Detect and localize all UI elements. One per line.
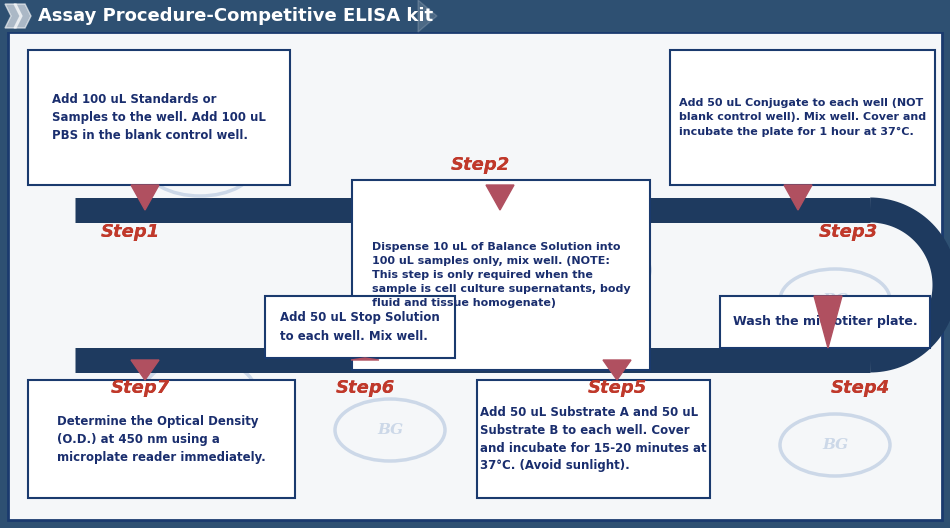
Text: Step5: Step5 (587, 379, 647, 397)
Polygon shape (5, 4, 22, 28)
Text: Step4: Step4 (830, 379, 889, 397)
FancyBboxPatch shape (670, 50, 935, 185)
Polygon shape (131, 360, 159, 380)
Text: Add 50 uL Stop Solution
to each well. Mix well.: Add 50 uL Stop Solution to each well. Mi… (280, 312, 440, 343)
FancyBboxPatch shape (720, 296, 930, 348)
Text: Step2: Step2 (450, 156, 509, 174)
Text: Step6: Step6 (335, 379, 394, 397)
Text: Step7: Step7 (110, 379, 170, 397)
FancyBboxPatch shape (8, 32, 942, 520)
Polygon shape (418, 0, 437, 32)
Polygon shape (14, 4, 31, 28)
Text: BG: BG (582, 428, 608, 442)
Text: Add 100 uL Standards or
Samples to the well. Add 100 uL
PBS in the blank control: Add 100 uL Standards or Samples to the w… (52, 93, 266, 142)
Text: Wash the microtiter plate.: Wash the microtiter plate. (732, 316, 918, 328)
Text: BG: BG (582, 263, 608, 277)
FancyBboxPatch shape (28, 50, 290, 185)
FancyBboxPatch shape (352, 180, 650, 370)
Polygon shape (784, 185, 812, 210)
Text: BG: BG (187, 158, 213, 172)
Polygon shape (486, 185, 514, 210)
Polygon shape (814, 296, 842, 348)
Text: BG: BG (377, 423, 403, 437)
Text: Assay Procedure-Competitive ELISA kit: Assay Procedure-Competitive ELISA kit (38, 7, 433, 25)
Text: Step2: Step2 (450, 156, 509, 174)
Text: Step6: Step6 (335, 379, 394, 397)
Text: Step3: Step3 (818, 223, 878, 241)
Text: Step7: Step7 (110, 379, 170, 397)
Text: BG: BG (822, 438, 848, 452)
Text: Step5: Step5 (587, 379, 647, 397)
FancyBboxPatch shape (265, 296, 455, 358)
Text: Determine the Optical Density
(O.D.) at 450 nm using a
microplate reader immedia: Determine the Optical Density (O.D.) at … (57, 414, 266, 464)
Text: Step1: Step1 (101, 223, 160, 241)
Text: Step1: Step1 (101, 223, 160, 241)
Text: Add 50 uL Conjugate to each well (NOT
blank control well). Mix well. Cover and
i: Add 50 uL Conjugate to each well (NOT bl… (679, 98, 926, 137)
Text: Add 50 uL Substrate A and 50 uL
Substrate B to each well. Cover
and incubate for: Add 50 uL Substrate A and 50 uL Substrat… (480, 406, 707, 473)
Text: Dispense 10 uL of Balance Solution into
100 uL samples only, mix well. (NOTE:
Th: Dispense 10 uL of Balance Solution into … (371, 242, 630, 308)
Polygon shape (131, 185, 159, 210)
Polygon shape (351, 358, 379, 360)
FancyBboxPatch shape (28, 380, 295, 498)
Text: BG: BG (822, 293, 848, 307)
Text: Step4: Step4 (830, 379, 889, 397)
FancyBboxPatch shape (0, 0, 950, 32)
Polygon shape (603, 360, 631, 380)
FancyBboxPatch shape (477, 380, 710, 498)
Text: BG: BG (187, 383, 213, 397)
Text: Step3: Step3 (818, 223, 878, 241)
